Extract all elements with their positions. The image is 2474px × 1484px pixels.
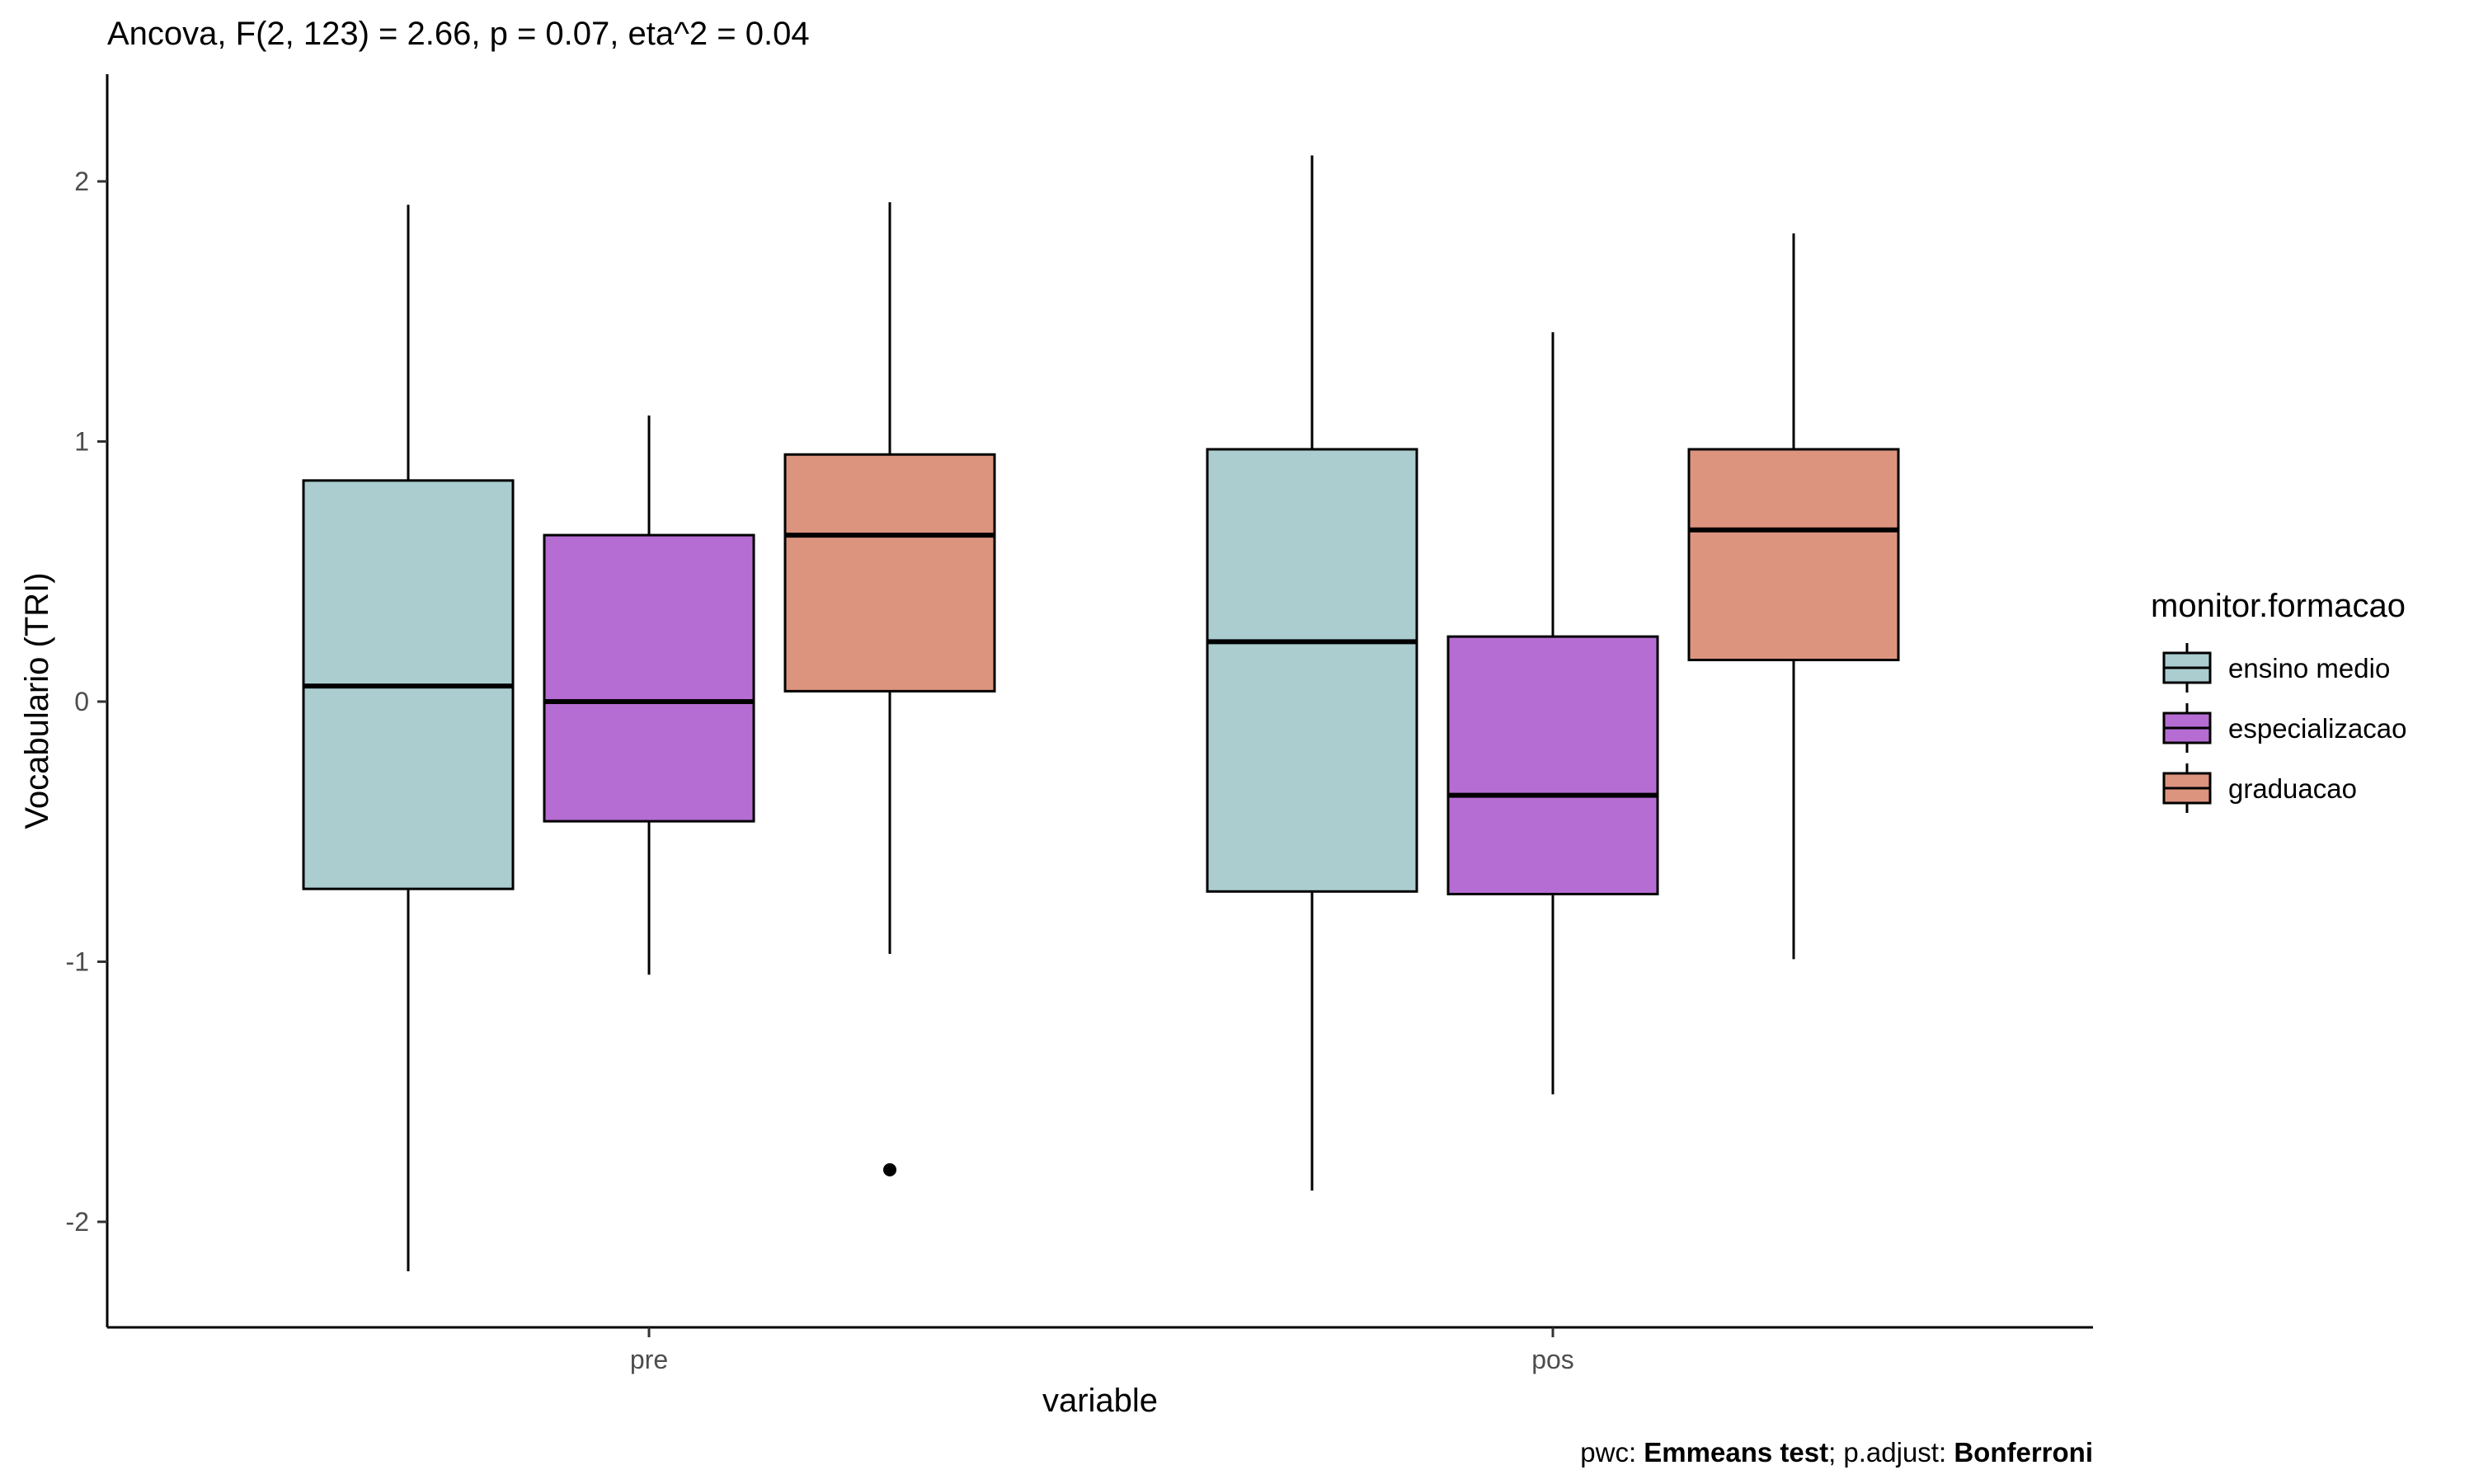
caption: pwc: Emmeans test; p.adjust: Bonferroni	[1580, 1437, 2093, 1468]
box-body	[1206, 448, 1418, 893]
caption-prefix: pwc:	[1580, 1437, 1644, 1468]
caption-method: Emmeans test	[1644, 1437, 1828, 1468]
box-body	[1446, 635, 1659, 895]
box-graduacao-pre	[783, 202, 996, 1176]
x-axis-ticks: pre pos	[630, 1327, 1574, 1374]
box-body	[1687, 448, 1900, 662]
box-ensino-medio-pre	[302, 204, 515, 1271]
x-axis-label: variable	[1042, 1383, 1158, 1419]
y-axis-label: Vocabulario (TRI)	[19, 572, 55, 829]
legend: monitor.formacao ensino medio especializa…	[2151, 588, 2406, 813]
y-tick-label: -2	[66, 1207, 89, 1237]
outlier-point	[883, 1162, 896, 1176]
caption-middle: ; p.adjust:	[1828, 1437, 1954, 1468]
legend-label: ensino medio	[2228, 653, 2390, 683]
legend-item-graduacao: graduacao	[2162, 763, 2357, 813]
plot-area	[302, 155, 1900, 1271]
y-tick-label: 0	[74, 687, 89, 716]
legend-items: ensino medio especializacao graduacao	[2162, 643, 2406, 813]
y-tick-label: -1	[66, 947, 89, 977]
legend-title: monitor.formacao	[2151, 588, 2406, 624]
legend-label: especializacao	[2228, 713, 2406, 744]
box-graduacao-pos	[1687, 233, 1900, 960]
y-tick-label: 2	[74, 167, 89, 196]
box-ensino-medio-pos	[1206, 155, 1418, 1191]
legend-label: graduacao	[2228, 773, 2357, 804]
caption-adjust: Bonferroni	[1954, 1437, 2093, 1468]
box-body	[783, 453, 996, 693]
chart-title: Ancova, F(2, 123) = 2.66, p = 0.07, eta^…	[107, 16, 810, 52]
y-axis-ticks: -2 -1 0 1 2	[66, 167, 107, 1237]
x-tick-label-pos: pos	[1531, 1345, 1574, 1374]
legend-item-especializacao: especializacao	[2162, 703, 2406, 753]
box-especializacao-pre	[543, 415, 755, 975]
box-body	[543, 533, 755, 823]
y-tick-label: 1	[74, 427, 89, 457]
x-tick-label-pre: pre	[630, 1345, 668, 1374]
box-especializacao-pos	[1446, 331, 1659, 1095]
legend-item-ensino-medio: ensino medio	[2162, 643, 2390, 693]
